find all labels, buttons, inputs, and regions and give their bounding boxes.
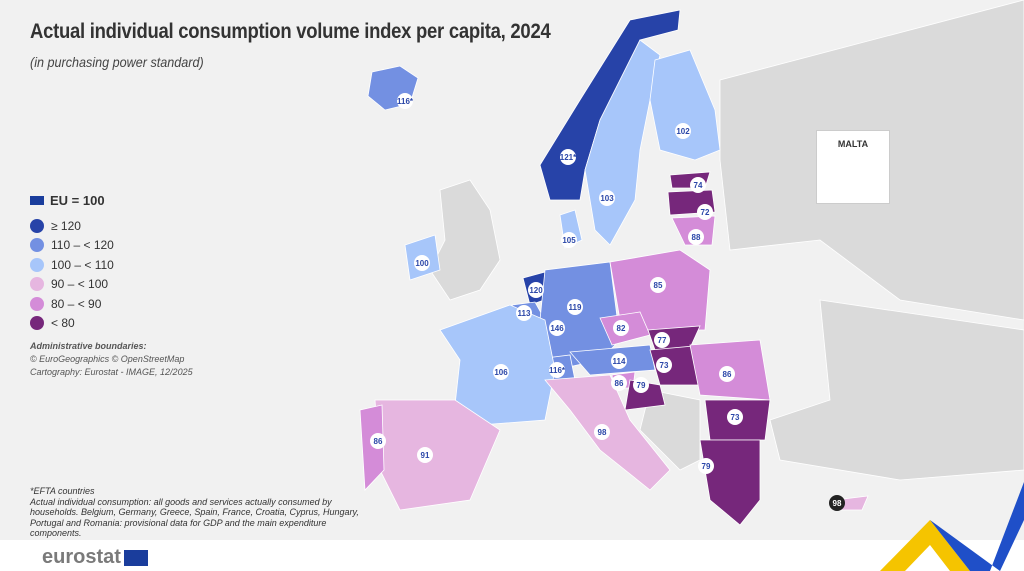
- value-label-bulgaria: 73: [731, 413, 740, 422]
- value-label-portugal: 86: [374, 437, 383, 446]
- value-label-norway: 121*: [560, 153, 577, 162]
- legend-label: 80 – < 90: [51, 296, 102, 311]
- value-marker-portugal: [370, 433, 386, 449]
- value-label-latvia: 72: [701, 208, 710, 217]
- credits-heading: Administrative boundaries:: [30, 341, 147, 351]
- legend-reference: EU = 100: [30, 193, 114, 208]
- value-marker-finland: [675, 123, 691, 139]
- value-marker-ireland: [414, 255, 430, 271]
- legend-reference-text: EU = 100: [50, 193, 105, 208]
- value-label-romania: 86: [723, 370, 732, 379]
- legend-item: 110 – < 120: [30, 236, 114, 256]
- eu-flag-icon: [30, 196, 44, 205]
- value-marker-iceland: [397, 93, 413, 109]
- eu-flag-icon: [123, 549, 148, 566]
- logo-text: eurostat: [42, 546, 121, 568]
- legend-swatch: [30, 316, 44, 331]
- value-label-denmark: 105: [562, 236, 576, 245]
- value-marker-slovakia: [654, 332, 670, 348]
- value-marker-czechia: [613, 320, 629, 336]
- legend-item: 90 – < 100: [30, 275, 114, 295]
- value-marker-bulgaria: [727, 409, 743, 425]
- value-marker-lithuania: [688, 229, 704, 245]
- country-portugal: [359, 404, 385, 491]
- legend-swatch: [30, 296, 44, 311]
- value-label-slovakia: 77: [658, 336, 667, 345]
- legend-item: < 80: [30, 314, 114, 334]
- malta-inset-label: MALTA: [837, 139, 869, 149]
- legend-swatch: [30, 218, 44, 233]
- value-marker-estonia: [690, 177, 706, 193]
- value-label-estonia: 74: [694, 181, 703, 190]
- value-marker-norway: [560, 149, 576, 165]
- legend-label: 90 – < 100: [51, 277, 109, 292]
- value-marker-italy: [594, 424, 610, 440]
- value-label-switzerland: 116*: [549, 366, 566, 375]
- value-label-lithuania: 88: [692, 233, 701, 242]
- eurostat-logo: eurostat: [42, 546, 148, 569]
- value-label-france: 106: [494, 368, 508, 377]
- value-marker-belgium: [516, 305, 532, 321]
- legend-item: 100 – < 110: [30, 255, 114, 275]
- legend-swatch: [30, 277, 44, 292]
- legend-item: 80 – < 90: [30, 294, 114, 314]
- value-marker-switzerland: [549, 362, 565, 378]
- choropleth-map: 116* 121* 103 102 74 72 88 105 100 120 113 146 119 85…: [359, 0, 1024, 526]
- credits: Administrative boundaries: © EuroGeograp…: [30, 340, 193, 379]
- value-label-cyprus: 98: [833, 499, 842, 508]
- definition-note: Actual individual consumption: all goods…: [30, 496, 359, 539]
- value-label-spain: 91: [421, 451, 430, 460]
- value-marker-croatia: [633, 377, 649, 393]
- value-marker-slovenia: [611, 375, 627, 391]
- legend-item: ≥ 120: [30, 216, 114, 236]
- value-marker-spain: [417, 447, 433, 463]
- value-label-ireland: 100: [415, 259, 429, 268]
- value-label-austria: 114: [613, 357, 626, 366]
- map-subtitle: (in purchasing power standard): [30, 54, 204, 70]
- value-marker-france: [493, 364, 509, 380]
- legend: EU = 100 ≥ 120 110 – < 120 100 – < 110 90 –…: [30, 193, 114, 333]
- value-label-czechia: 82: [617, 324, 626, 333]
- legend-label: 110 – < 120: [51, 238, 114, 253]
- value-marker-latvia: [697, 204, 713, 220]
- country-finland: [649, 49, 721, 161]
- credits-line2: Cartography: Eurostat - IMAGE, 12/2025: [30, 367, 193, 377]
- credits-line1: © EuroGeographics © OpenStreetMap: [30, 354, 185, 364]
- value-marker-greece: [698, 458, 714, 474]
- legend-swatch: [30, 257, 44, 272]
- value-label-hungary: 73: [660, 361, 669, 370]
- country-greece: [699, 439, 761, 526]
- value-marker-denmark: [561, 232, 577, 248]
- value-marker-germany: [567, 299, 583, 315]
- value-label-finland: 102: [676, 127, 690, 136]
- legend-swatch: [30, 238, 44, 253]
- corner-decoration: [880, 482, 1024, 571]
- value-label-poland: 85: [654, 281, 663, 290]
- value-marker-sweden: [599, 190, 615, 206]
- value-marker-netherlands: [528, 282, 544, 298]
- value-label-netherlands: 120: [529, 286, 543, 295]
- value-marker-luxembourg: [549, 320, 565, 336]
- map-title: Actual individual consumption volume ind…: [30, 20, 551, 43]
- value-marker-cyprus: [829, 495, 845, 511]
- value-label-luxembourg: 146: [550, 324, 564, 333]
- value-label-italy: 98: [598, 428, 607, 437]
- legend-label: < 80: [51, 316, 75, 331]
- legend-label: ≥ 120: [51, 218, 81, 233]
- value-label-iceland: 116*: [397, 97, 414, 106]
- legend-label: 100 – < 110: [51, 257, 114, 272]
- value-marker-romania: [719, 366, 735, 382]
- value-label-croatia: 79: [637, 381, 646, 390]
- efta-note: *EFTA countries: [30, 486, 95, 496]
- value-label-slovenia: 86: [615, 379, 624, 388]
- value-label-sweden: 103: [600, 194, 614, 203]
- value-label-greece: 79: [702, 462, 711, 471]
- value-label-belgium: 113: [518, 309, 531, 318]
- value-marker-poland: [650, 277, 666, 293]
- malta-inset: MALTA: [816, 130, 890, 204]
- value-marker-hungary: [656, 357, 672, 373]
- footnotes: *EFTA countries Actual individual consum…: [30, 486, 380, 539]
- value-marker-austria: [611, 353, 627, 369]
- value-label-germany: 119: [569, 303, 582, 312]
